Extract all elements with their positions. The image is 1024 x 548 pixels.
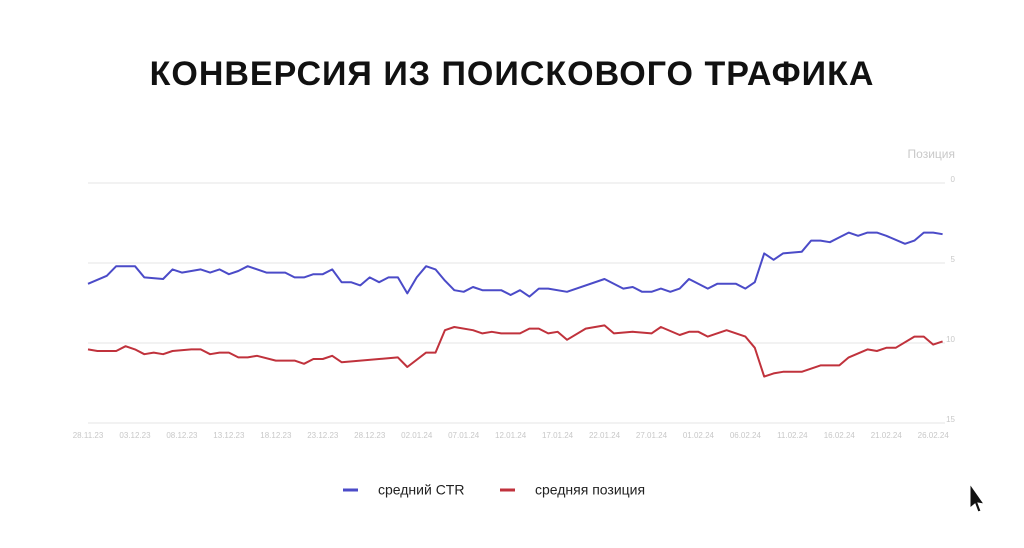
x-tick-label: 06.02.24 — [730, 431, 762, 440]
x-tick-label: 21.02.24 — [871, 431, 903, 440]
y-axis-label: Позиция — [908, 147, 955, 161]
y-tick-label: 15 — [946, 415, 955, 424]
y-tick-label: 0 — [951, 175, 956, 184]
series-line — [87, 324, 943, 378]
x-tick-label: 18.12.23 — [260, 431, 292, 440]
y-tick-label: 5 — [951, 255, 956, 264]
x-tick-label: 08.12.23 — [166, 431, 198, 440]
x-tick-label: 13.12.23 — [213, 431, 245, 440]
x-tick-label: 17.01.24 — [542, 431, 574, 440]
x-tick-label: 03.12.23 — [119, 431, 151, 440]
x-tick-label: 16.02.24 — [824, 431, 856, 440]
legend-label: средний CTR — [378, 482, 464, 498]
series-line — [87, 231, 943, 298]
x-tick-label: 07.01.24 — [448, 431, 480, 440]
x-tick-label: 23.12.23 — [307, 431, 339, 440]
x-tick-label: 01.02.24 — [683, 431, 715, 440]
x-tick-label: 02.01.24 — [401, 431, 433, 440]
x-tick-label: 27.01.24 — [636, 431, 668, 440]
x-tick-label: 22.01.24 — [589, 431, 621, 440]
x-tick-label: 28.12.23 — [354, 431, 386, 440]
x-tick-label: 28.11.23 — [73, 431, 104, 440]
x-tick-label: 11.02.24 — [777, 431, 808, 440]
y-tick-label: 10 — [946, 335, 955, 344]
x-tick-label: 12.01.24 — [495, 431, 527, 440]
legend-label: средняя позиция — [535, 482, 645, 498]
cursor-icon — [969, 482, 986, 513]
x-tick-label: 26.02.24 — [918, 431, 950, 440]
chart-title: КОНВЕРСИЯ ИЗ ПОИСКОВОГО ТРАФИКА — [150, 55, 875, 93]
